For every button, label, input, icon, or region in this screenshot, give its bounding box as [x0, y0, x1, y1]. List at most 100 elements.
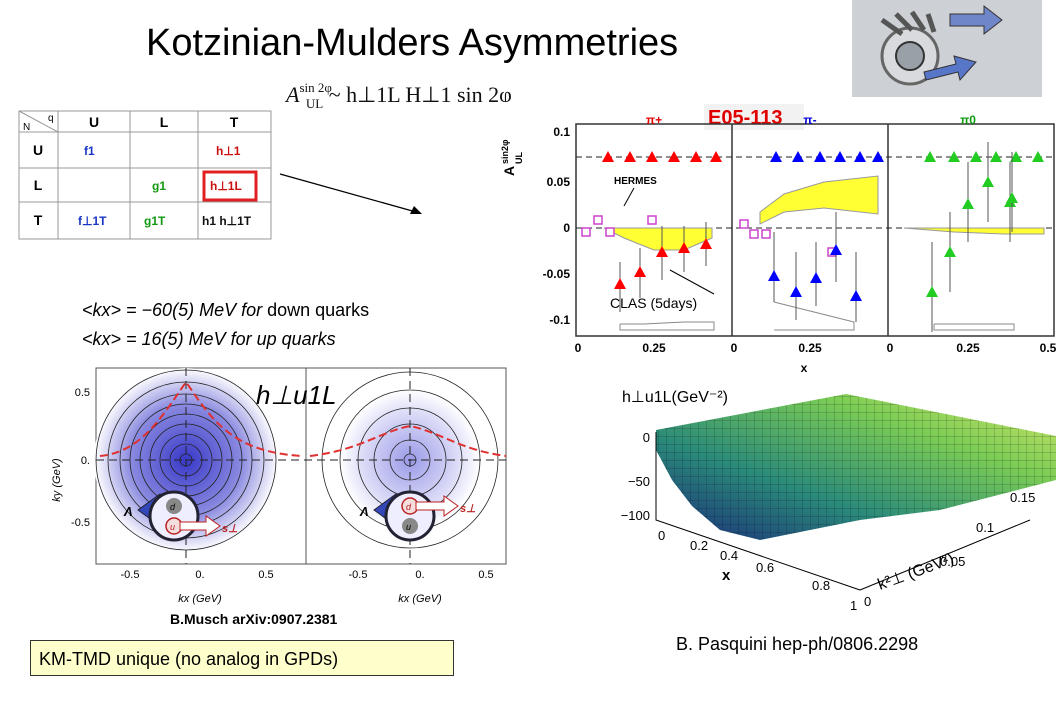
contour-xtick-r3: 0.5 — [478, 569, 493, 581]
cell-g1: g1 — [152, 179, 166, 193]
pizero-low-marker-1 — [962, 198, 974, 209]
xtick-p3-0: 0 — [887, 341, 894, 355]
piplus-low-marker-1 — [634, 266, 646, 277]
row-header-t: T — [34, 212, 43, 228]
pizero-low-marker-5 — [1006, 192, 1018, 203]
panel-label-piminus: π- — [803, 113, 816, 127]
surface-ktick-005: 0.05 — [940, 554, 965, 569]
col-header-l: L — [160, 114, 169, 130]
col-header-u: U — [89, 114, 99, 130]
cell-f1: f1 — [84, 144, 95, 158]
piminus-low-marker-1 — [790, 286, 802, 297]
contour-xtick-r2: 0. — [415, 569, 424, 581]
piminus-low-marker-4 — [850, 290, 862, 301]
piminus-top-marker-3 — [834, 151, 846, 162]
surface-xtick-0: 0 — [658, 528, 665, 543]
u-right: u — [406, 522, 411, 532]
surface-plot: h⊥u1L(GeV⁻²) 0 −50 −100 0 0.2 0.4 0.6 0.… — [610, 380, 1056, 620]
surface-ktick-01: 0.1 — [976, 520, 994, 535]
cell-h1-h1Tperp: h1 h⊥1T — [202, 214, 252, 228]
surface-xlabel: x — [722, 567, 731, 584]
surface-xtick-02: 0.2 — [690, 538, 708, 553]
pizero-low-marker-4 — [944, 246, 956, 257]
piplus-top-marker-3 — [668, 151, 680, 162]
page-title: Kotzinian-Mulders Asymmetries — [146, 22, 679, 64]
musch-reference: B.Musch arXiv:0907.2381 — [170, 611, 338, 627]
pizero-top-marker-0 — [924, 151, 936, 162]
y-axis-label-sup: sin2φ — [500, 139, 510, 164]
hermes-marker-3 — [647, 215, 657, 225]
hermes-arrow — [623, 187, 635, 207]
contour-xlabel-right: kx (GeV) — [398, 593, 442, 605]
contour-ytick-0: 0. — [81, 455, 90, 467]
row-header-u: U — [33, 142, 43, 158]
piminus-low-marker-0 — [768, 270, 780, 281]
cell-h1perp: h⊥1 — [216, 144, 241, 158]
piminus-top-marker-4 — [854, 151, 866, 162]
asymmetry-formula: Asin 2φUL ~ h⊥1L H⊥1 sin 2φ — [286, 80, 512, 111]
kx-average-text: <kx> = −60(5) MeV for down quarks <kx> =… — [82, 296, 369, 354]
piplus-low-marker-0 — [614, 278, 626, 289]
s-right: s⊥ — [460, 503, 476, 515]
u-left: u — [170, 522, 175, 532]
table-corner-top: q — [48, 113, 54, 124]
band-piminus — [759, 175, 879, 225]
piminus-top-marker-1 — [792, 151, 804, 162]
clas-label: CLAS (5days) — [610, 295, 697, 311]
ytick-0.1: 0.1 — [553, 125, 570, 139]
ytick-0: 0 — [563, 221, 570, 235]
xtick-p3-025: 0.25 — [956, 341, 980, 355]
contour-xtick-l1: -0.5 — [121, 569, 140, 581]
hermes-marker-2 — [605, 227, 615, 237]
surface-ktick-0: 0 — [864, 594, 871, 609]
kx-down-line: <kx> = −60(5) MeV for down quarks — [82, 296, 369, 325]
piminus-low-marker-3 — [830, 244, 842, 255]
pointer-arrow — [279, 173, 422, 214]
km-tmd-note: KM-TMD unique (no analog in GPDs) — [30, 640, 454, 676]
y-axis-label-sub: UL — [514, 152, 524, 164]
hermes-label: HERMES — [614, 176, 657, 187]
formula-lhs: A — [286, 82, 300, 107]
sys-box-piplus — [619, 321, 715, 331]
kx-down-suffix: down quarks — [267, 300, 370, 320]
cell-f1Tperp: f⊥1T — [78, 214, 107, 228]
hermes-marker-5 — [749, 229, 759, 239]
ytick-0.05: 0.05 — [547, 175, 571, 189]
contour-ytick-05: 0.5 — [75, 387, 90, 399]
sys-box-pizero — [933, 323, 1015, 331]
surface-ztick-neg100: −100 — [621, 508, 650, 523]
piminus-top-marker-5 — [872, 151, 884, 162]
hermes-marker-4 — [739, 219, 749, 229]
band-pizero — [903, 227, 1045, 235]
x-axis-label: x — [801, 361, 808, 375]
contour-plot: h⊥u1L Λ d u s⊥ Λ d u s⊥ ky (GeV) 0.5 0. … — [40, 360, 510, 610]
sys-box-piminus — [773, 301, 855, 331]
lambda-left: Λ — [123, 504, 133, 519]
contour-xtick-l2: 0. — [195, 569, 204, 581]
formula-lhs-sub: UL — [305, 96, 324, 111]
piplus-low-marker-2 — [656, 246, 668, 257]
hermes-marker-0 — [581, 227, 591, 237]
contour-ylabel: ky (GeV) — [51, 458, 63, 502]
pizero-top-marker-1 — [948, 151, 960, 162]
xtick-p2-025: 0.25 — [798, 341, 822, 355]
pizero-top-marker-5 — [1032, 151, 1044, 162]
piplus-low-marker-4 — [700, 238, 712, 249]
contour-ytick-neg05: -0.5 — [71, 517, 90, 529]
contour-xtick-r1: -0.5 — [349, 569, 368, 581]
kx-up-line: <kx> = 16(5) MeV for up quarks — [82, 329, 336, 349]
cell-g1T: g1T — [144, 214, 166, 228]
tmd-table: q N U L T U L T f1 h⊥1 g1 h⊥1L f⊥1T g1T … — [18, 110, 272, 240]
xtick-p3-05: 0.5 — [1040, 341, 1056, 355]
piminus-top-marker-0 — [770, 151, 782, 162]
pizero-low-marker-2 — [982, 176, 994, 187]
piplus-low-marker-3 — [678, 242, 690, 253]
highlight-box — [202, 170, 258, 202]
d-right: d — [406, 502, 412, 512]
piminus-low-marker-2 — [810, 272, 822, 283]
hermes-marker-6 — [761, 229, 771, 239]
surface-ktick-015: 0.15 — [1010, 490, 1035, 505]
surface-xtick-08: 0.8 — [812, 578, 830, 593]
contour-label: h⊥u1L — [256, 380, 337, 410]
contour-xtick-l3: 0.5 — [258, 569, 273, 581]
